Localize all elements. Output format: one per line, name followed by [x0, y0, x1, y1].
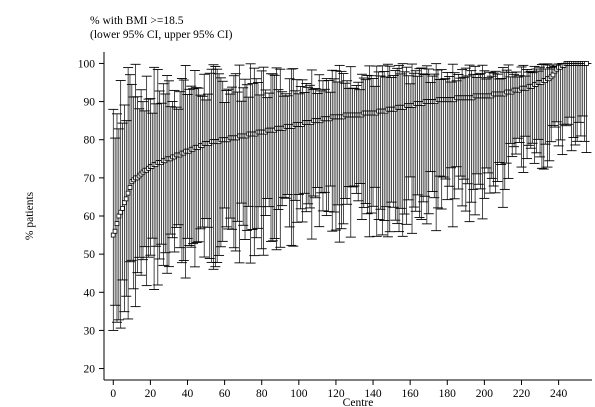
y-tick-label-20: 20 [84, 364, 96, 376]
x-tick-label-100: 100 [290, 388, 308, 400]
data-point [121, 120, 132, 297]
x-axis-label: Centre [343, 397, 374, 407]
point-marker [125, 190, 131, 196]
point-marker [584, 61, 589, 66]
data-point [123, 67, 134, 320]
y-tick-label-30: 30 [84, 325, 96, 337]
data-point [581, 61, 592, 153]
x-tick-label-200: 200 [476, 388, 494, 400]
y-axis-label: % patients [24, 191, 36, 240]
y-tick-label-40: 40 [84, 287, 96, 299]
x-tick-label-120: 120 [327, 388, 345, 400]
x-tick-label-40: 40 [182, 388, 194, 400]
data-point [108, 108, 119, 331]
x-tick-label-180: 180 [439, 388, 457, 400]
point-marker [123, 196, 129, 202]
data-point [124, 74, 135, 263]
point-marker [110, 232, 116, 238]
x-tick-label-20: 20 [145, 388, 157, 400]
x-tick-label-0: 0 [110, 388, 116, 400]
point-marker [118, 209, 124, 215]
y-tick-label-70: 70 [84, 173, 96, 185]
title-line-0: % with BMI >=18.5 [90, 15, 184, 27]
y-tick-label-60: 60 [84, 211, 96, 223]
y-tick-label-50: 50 [84, 249, 96, 261]
y-tick-label-100: 100 [78, 58, 96, 70]
data-marks [108, 61, 592, 331]
y-tick-label-80: 80 [84, 135, 96, 147]
point-marker [116, 213, 122, 219]
y-tick-label-90: 90 [84, 97, 96, 109]
point-marker [550, 72, 556, 78]
data-point [115, 80, 126, 329]
point-marker [127, 184, 133, 190]
point-marker [114, 221, 120, 227]
title-line-1: (lower 95% CI, upper 95% CI) [90, 29, 233, 41]
x-tick-label-140: 140 [364, 388, 382, 400]
x-tick-label-60: 60 [219, 388, 231, 400]
x-tick-label-220: 220 [513, 388, 531, 400]
chart-title: % with BMI >=18.5 (lower 95% CI, upper 95… [90, 15, 233, 41]
x-tick-label-80: 80 [256, 388, 268, 400]
point-marker [122, 200, 127, 206]
point-marker [112, 228, 118, 234]
x-tick-label-240: 240 [550, 388, 568, 400]
x-tick-label-160: 160 [402, 388, 420, 400]
axes: 20 30 40 50 60 70 80 90 100 0 20 40 60 80 100 120 140 160… [78, 52, 592, 400]
data-point [119, 104, 130, 313]
point-marker [120, 205, 125, 211]
